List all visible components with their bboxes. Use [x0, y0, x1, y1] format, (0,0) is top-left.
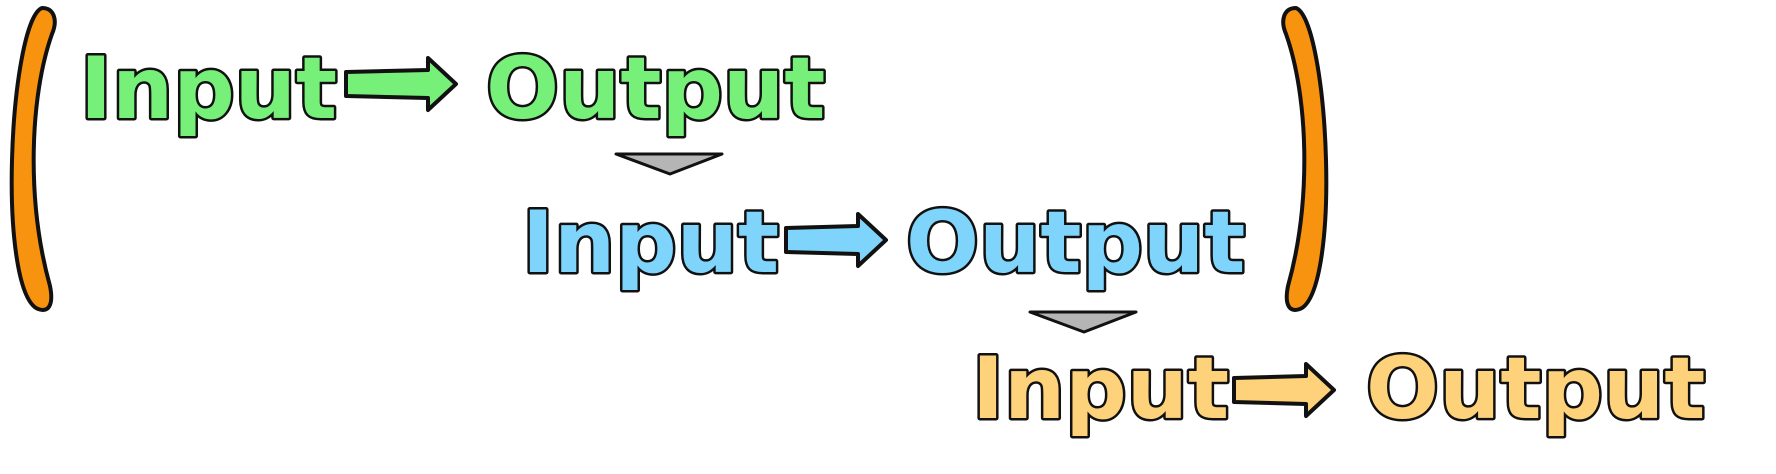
left-bracket: [9, 6, 57, 312]
output-label-2: Output: [906, 193, 1245, 293]
down-arrow-icon: [614, 152, 724, 176]
down-arrow-icon: [1028, 310, 1138, 334]
right-arrow-icon: [784, 212, 888, 268]
input-label-2: Input: [522, 193, 779, 293]
row-2: Input Output: [520, 191, 1248, 296]
output-label-1: Output: [486, 39, 825, 139]
right-arrow-icon: [1232, 362, 1336, 418]
right-arrow-icon: [344, 56, 458, 112]
right-bracket: [1281, 6, 1329, 312]
output-label-3: Output: [1366, 339, 1705, 439]
row-1: Input Output: [78, 37, 828, 142]
row-3: Input Output: [970, 337, 1708, 442]
input-label-1: Input: [80, 39, 337, 139]
input-label-3: Input: [972, 339, 1229, 439]
